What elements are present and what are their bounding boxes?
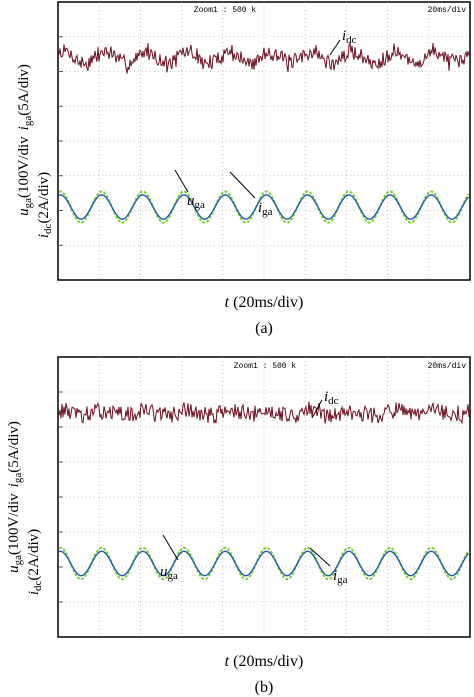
panel-a-xlabel: t (20ms/div): [225, 294, 304, 311]
panel-b: Zoom1 : 500 k 20ms/div idc uga iga uga(1…: [6, 357, 470, 696]
panel-b-ylabel-line2: idc(2A/div): [26, 529, 44, 595]
panel-a-caption: (a): [255, 320, 273, 337]
panel-a-zoom-readout: Zoom1 : 500 k: [194, 6, 257, 15]
panel-a-ylabel-line2: idc(2A/div): [36, 172, 54, 238]
panel-a-ylabel-line1: uga(100V/diviga(5A/div): [16, 64, 34, 216]
panel-b-ylabel-line1: uga(100V/diviga(5A/div): [6, 421, 24, 573]
panel-a: Zoom1 : 500 k 20ms/div idc uga iga uga(1…: [16, 2, 470, 337]
panel-b-timebase-readout: 20ms/div: [428, 362, 467, 371]
panel-a-timebase-readout: 20ms/div: [428, 6, 467, 15]
panel-b-zoom-readout: Zoom1 : 500 k: [234, 362, 297, 371]
panel-b-xlabel: t (20ms/div): [225, 653, 304, 670]
panel-b-caption: (b): [255, 679, 274, 696]
